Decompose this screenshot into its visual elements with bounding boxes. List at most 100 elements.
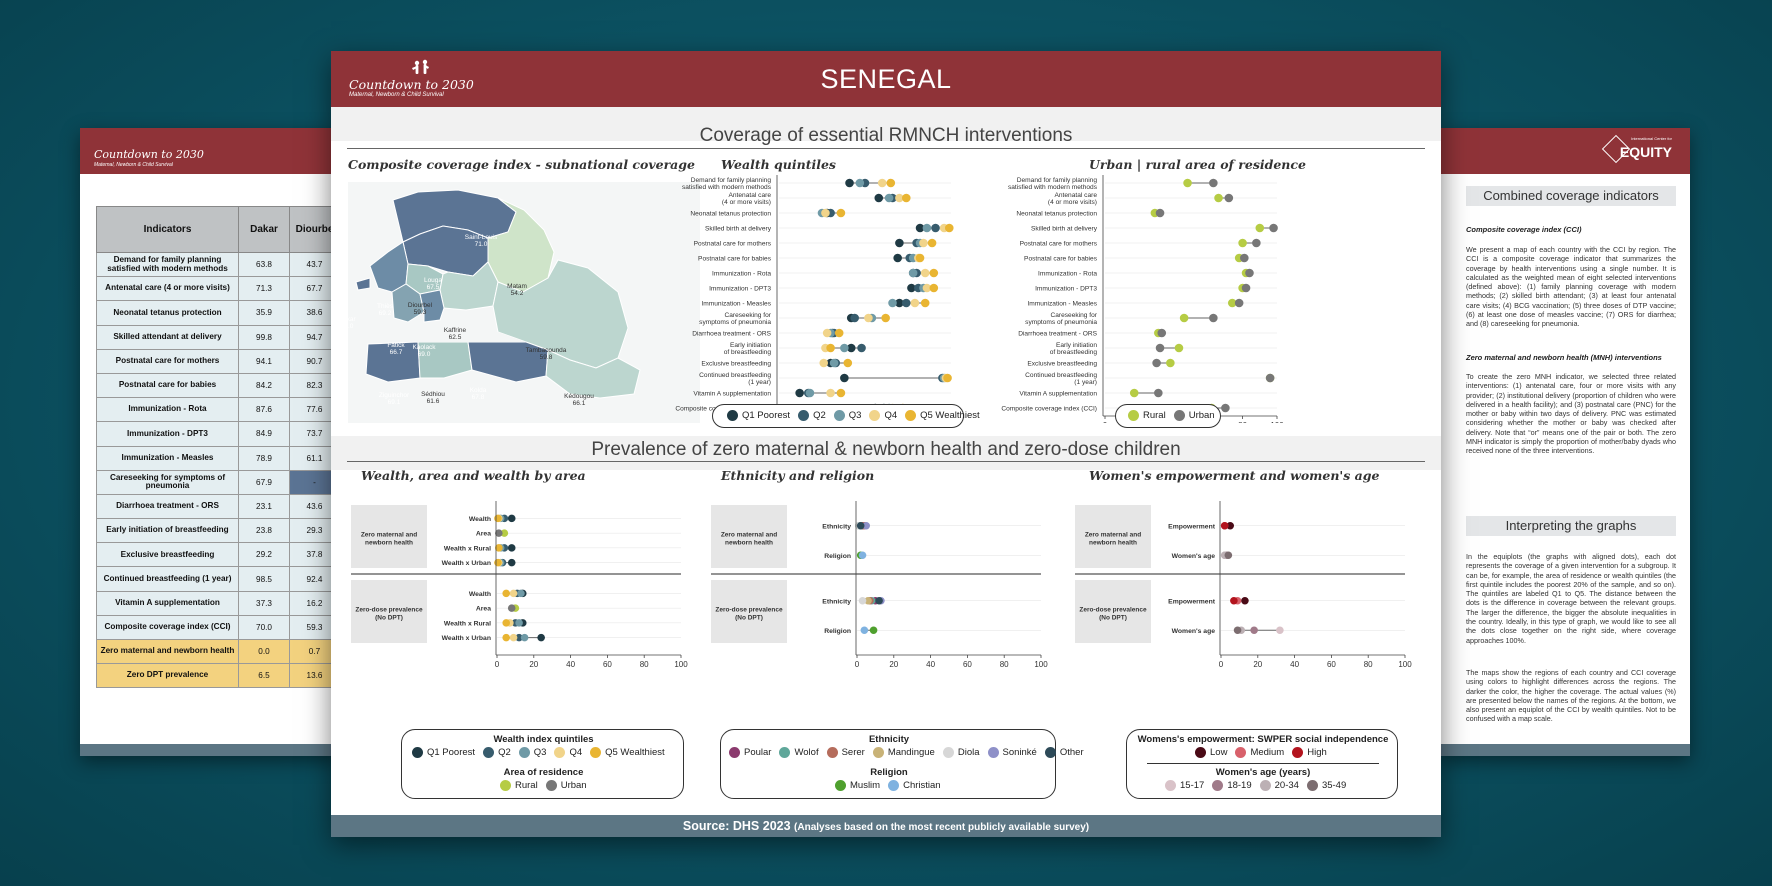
indicator-value-cell: 0.0 [238,638,290,665]
indicator-label: satisfied with modern methods [682,184,772,191]
data-point [901,193,911,203]
x-tick-label: 0 [1219,660,1224,669]
data-point [1129,388,1139,398]
data-point [920,298,930,308]
indicator-name-cell: Immunization - Measles [96,445,239,471]
indicator-name-cell: Exclusive breastfeeding [96,542,239,568]
indicator-label: Demand for family planning [1017,177,1098,184]
x-tick-label: 0 [495,660,500,669]
indicator-name-cell: Zero maternal and newborn health [96,638,239,665]
indicator-label: symptoms of pneumonia [1025,319,1097,326]
ethnicity-legend-label: Mandingue [887,747,935,758]
x-axis-title: Coverage (%) [1286,670,1340,671]
x-axis-title: Coverage (%) [562,670,616,671]
row-label: Area [476,531,491,538]
data-point [858,596,867,605]
x-tick-label: 20 [529,660,538,669]
wealth-index-legend-title: Wealth index quintiles [493,734,594,745]
data-point [507,604,516,612]
data-point [826,343,835,353]
equity-logo-small: International Center for [1631,136,1672,141]
indicator-label: Diarrhoea treatment - ORS [692,331,771,338]
data-point [864,313,873,323]
indicator-name-cell: Antenatal care (4 or more visits) [96,276,239,302]
map-label-dakar: Dakar 70.0 [331,316,377,330]
age-legend-title: Women's age (years) [1215,767,1311,778]
row-label: Wealth x Rural [444,545,491,552]
data-point [920,268,930,278]
data-point [1209,313,1218,323]
data-point [829,358,839,368]
table-row: Postnatal care for babies 84.2 82.3 [96,372,340,399]
indicator-label: Composite coverage index (CCI) [1001,406,1097,413]
x-tick-label: 60 [603,660,612,669]
group-label: Zero-dose prevalence [715,607,783,614]
table-row: Early initiation of breastfeeding 23.8 29.… [96,518,340,544]
indicator-label: Careseeking for [1050,312,1097,319]
map-region-name: Kaffrine [443,327,467,334]
data-point [1245,268,1254,278]
age-legend-label: 18-19 [1227,780,1252,791]
row-label: Wealth [469,516,491,523]
indicator-label: Immunization - DPT3 [1035,286,1097,293]
data-point [858,551,867,560]
indicator-label: Diarrhoea treatment - ORS [1018,331,1097,338]
map-region-name: Kaolack [412,344,436,351]
indicator-label: Immunization - Measles [701,301,771,308]
indicator-name-cell: Neonatal tetanus protection [96,300,239,326]
data-point [1220,521,1229,530]
data-point [845,178,854,188]
equity-logo: EQUITY [1619,144,1672,160]
data-point [494,514,502,523]
source-note: (Analyses based on the most recent publi… [794,822,1090,833]
map-region-value: 69.2 [378,310,392,317]
data-point [1265,373,1275,383]
area-legend-dot [1128,410,1139,421]
map-region-name: Ziguinchor [378,392,410,399]
map-region-name: Matam [507,283,527,290]
data-point [860,626,869,635]
maps-text: The maps show the regions of each countr… [1466,668,1676,724]
data-point [895,193,904,203]
group-label-box [1075,505,1151,568]
wealth-legend-dot [905,410,917,421]
x-tick-label: 100 [1398,660,1412,669]
data-point [1230,596,1238,605]
x-tick-label: 60 [1327,660,1336,669]
data-point [515,633,523,642]
group-label: (No DPT) [375,615,403,622]
ethnicity-legend-dot [729,747,740,758]
data-point [893,253,902,263]
ethnicity-legend-label: Wolof [794,747,819,758]
ethnicity-legend-label: Diola [957,747,980,758]
table-row: Continued breastfeeding (1 year) 98.5 92.4 [96,566,340,592]
data-point [1234,298,1244,308]
data-point [515,619,523,627]
indicator-value-cell: 37.3 [238,590,290,616]
group-label: Zero maternal and [361,532,417,539]
ethnicity-legend-label: Serer [841,747,865,758]
map-label-louga: Louga 67.5 [403,277,463,291]
data-point [502,619,510,627]
age-legend-dot [1306,780,1318,791]
indicator-label: Exclusive breastfeeding [1027,361,1097,368]
wealth-legend: Q1 Poorest Q2 Q3 Q4 Q5 Wealthiest [712,404,980,428]
map-region-name: Diourbel [407,302,433,309]
map-label-this: Thiès 69.2 [355,303,415,317]
map-label-matam: Matam 54.2 [487,283,547,297]
indicator-value-cell: 98.5 [238,566,290,592]
map-region-value: 59.3 [413,309,427,316]
map-region-value: 69.0 [417,351,431,358]
data-point [929,283,939,293]
map-region-name: Louga [423,277,443,284]
data-point [1269,223,1278,233]
group-label: Zero maternal and [721,532,777,539]
wealth-legend-label: Q2 [813,410,826,421]
map-region-value: 54.2 [510,290,524,297]
country-title: SENEGAL [820,64,952,94]
table-row: Immunization - DPT3 84.9 73.7 [96,421,340,447]
data-point [850,313,859,323]
row-label: Ethnicity [822,523,851,530]
map-label-kaolack: Kaolack 69.0 [394,344,454,358]
